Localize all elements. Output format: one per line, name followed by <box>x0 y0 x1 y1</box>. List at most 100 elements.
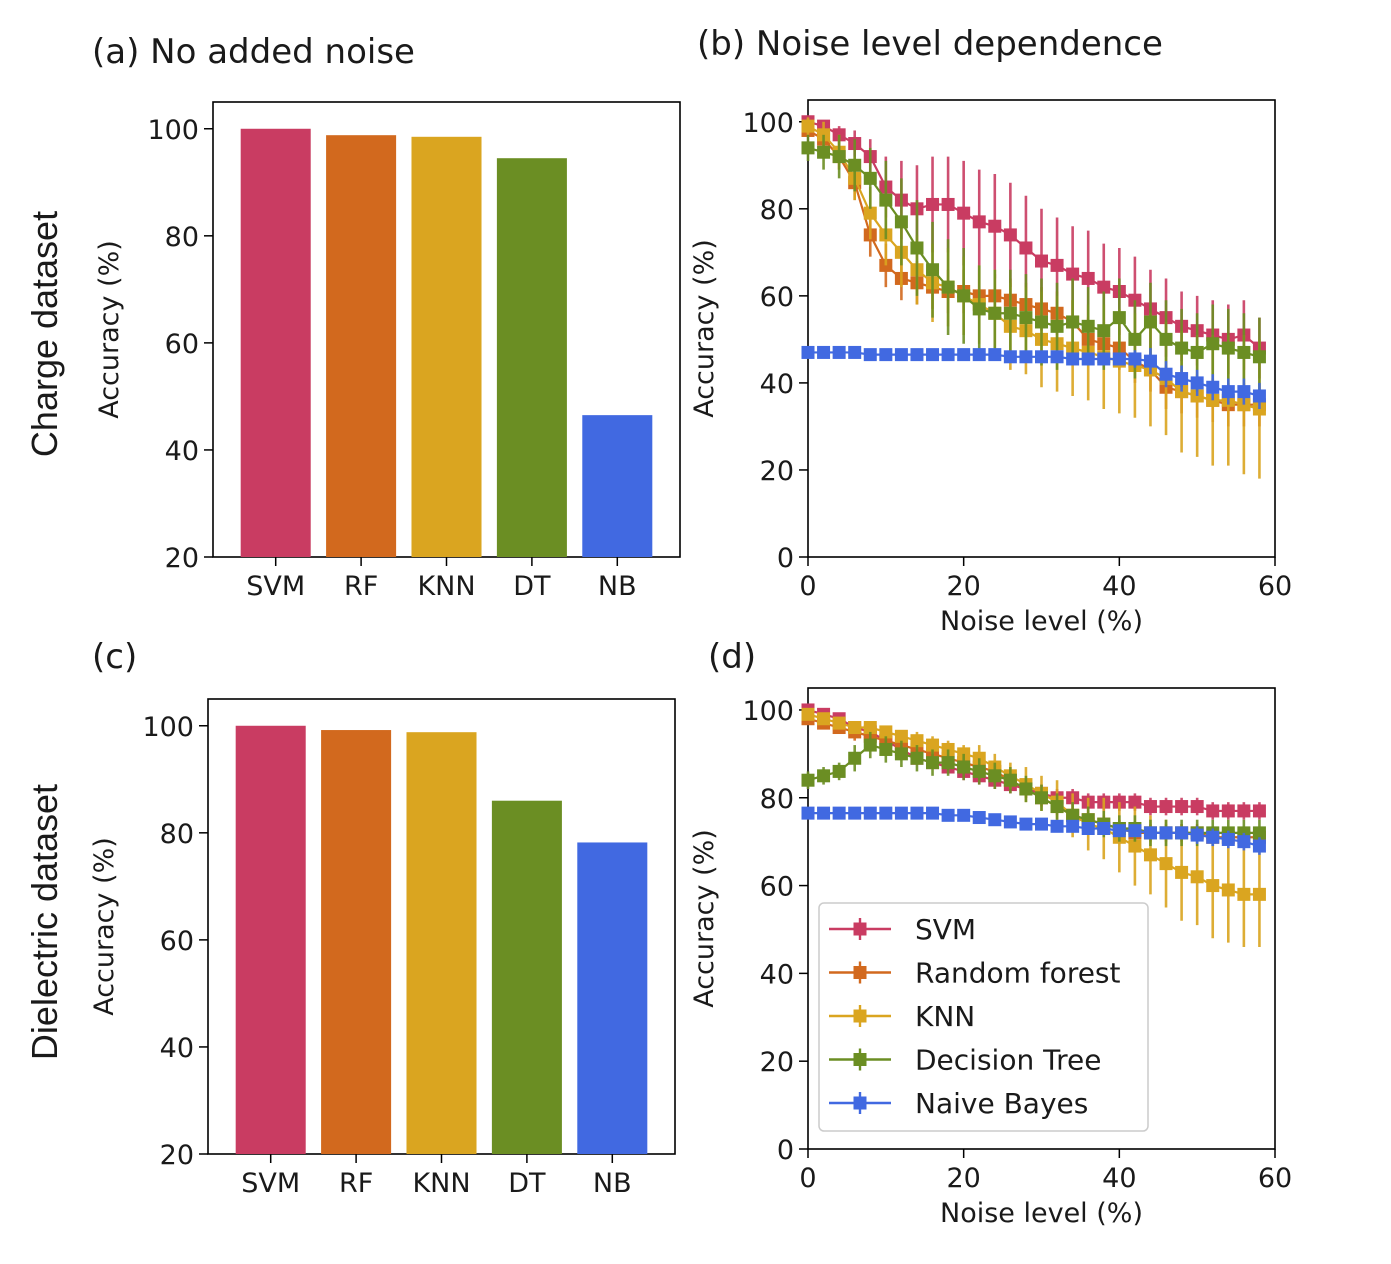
b-data-point <box>1003 228 1017 242</box>
a-xtick-label: KNN <box>417 571 475 602</box>
b-data-point <box>1175 372 1189 386</box>
d-data-point <box>801 773 815 787</box>
legend-marker <box>853 922 867 936</box>
b-data-point <box>1237 385 1251 399</box>
d-ytick-label: 60 <box>760 872 794 903</box>
legend-box <box>818 902 1149 1132</box>
d-data-point <box>1206 879 1220 893</box>
d-data-point <box>1019 817 1033 831</box>
b-data-point <box>1237 345 1251 359</box>
b-data-point <box>1066 267 1080 281</box>
b-data-point <box>1159 367 1173 381</box>
b-axes-frame <box>807 99 1276 558</box>
d-data-point <box>1159 857 1173 871</box>
d-data-point <box>1019 782 1033 796</box>
b-title: (b) Noise level dependence <box>697 24 1163 64</box>
d-data-point <box>894 729 908 743</box>
d-data-point <box>1003 815 1017 829</box>
b-data-point <box>1128 332 1142 346</box>
d-data-point <box>879 725 893 739</box>
b-data-point <box>988 348 1002 362</box>
legend-marker <box>853 966 867 979</box>
row-label-charge: Charge dataset <box>24 211 65 457</box>
d-data-point <box>1237 804 1251 818</box>
b-x-axis-label: Noise level (%) <box>940 606 1143 637</box>
d-data-point <box>926 806 940 820</box>
legend-label: Decision Tree <box>915 1044 1101 1077</box>
b-data-point <box>1112 352 1126 366</box>
c-xtick-label: SVM <box>241 1168 300 1199</box>
b-data-point <box>1252 350 1266 364</box>
c-bar-knn <box>406 732 477 1154</box>
b-data-point <box>1143 354 1157 368</box>
b-data-point <box>1050 350 1064 364</box>
b-data-point <box>1206 380 1220 394</box>
d-series-naive-bayes <box>801 806 1266 855</box>
d-data-point <box>1206 830 1220 844</box>
d-axes-frame <box>807 687 1276 1150</box>
legend-label: SVM <box>915 913 976 946</box>
d-data-point <box>1252 839 1266 853</box>
b-data-point <box>1175 341 1189 355</box>
a-ytick-label: 100 <box>147 115 199 146</box>
b-xtick-label: 60 <box>1258 571 1292 602</box>
b-data-point <box>1190 376 1204 390</box>
b-xtick-label: 40 <box>1102 571 1136 602</box>
d-data-point <box>988 813 1002 827</box>
legend-label: Random forest <box>915 957 1121 990</box>
b-ytick-label: 20 <box>760 456 794 487</box>
b-data-point <box>863 348 877 362</box>
d-data-point <box>957 760 971 774</box>
c-bar-svm <box>235 725 306 1154</box>
d-data-point <box>1159 826 1173 840</box>
c-ytick-label: 40 <box>160 1033 194 1064</box>
legend-marker <box>853 1096 867 1110</box>
d-data-point <box>1252 804 1266 818</box>
b-y-axis-label: Accuracy (%) <box>689 239 720 418</box>
a-bar-nb <box>582 415 653 557</box>
c-y-axis-label: Accuracy (%) <box>89 837 120 1016</box>
d-data-point <box>1143 800 1157 814</box>
b-data-point <box>848 158 862 172</box>
b-data-point <box>879 193 893 207</box>
d-data-point <box>1221 832 1235 846</box>
d-data-point <box>1128 839 1142 853</box>
d-data-point <box>941 756 955 770</box>
d-data-point <box>832 806 846 820</box>
b-data-point <box>926 197 940 211</box>
b-data-point <box>817 145 831 159</box>
a-bar-knn <box>411 136 482 557</box>
panel-c: (c) Accuracy (%) 20 40 60 80 100 SVM RF KNN DT NB <box>89 637 676 1199</box>
b-ytick-label: 60 <box>760 282 794 313</box>
c-xtick-label: RF <box>339 1168 373 1199</box>
d-data-point <box>1128 795 1142 809</box>
b-data-point <box>910 348 924 362</box>
b-data-point <box>1097 352 1111 366</box>
b-series-line <box>807 129 1260 406</box>
d-data-point <box>817 712 831 726</box>
b-data-point <box>1035 350 1048 364</box>
d-data-point <box>1206 804 1220 818</box>
d-data-point <box>1237 835 1251 849</box>
legend-marker <box>853 1009 867 1023</box>
b-data-point <box>1206 337 1220 351</box>
d-data-point <box>801 806 815 820</box>
d-title: (d) <box>708 637 756 677</box>
d-xtick-label: 40 <box>1102 1163 1136 1194</box>
b-data-point <box>926 263 940 277</box>
d-data-point <box>1143 826 1157 840</box>
b-data-point <box>1066 315 1080 329</box>
b-data-point <box>1128 352 1142 366</box>
d-data-point <box>972 764 986 778</box>
d-data-point <box>1159 800 1173 814</box>
d-xtick-label: 20 <box>946 1163 980 1194</box>
b-data-point <box>972 215 986 229</box>
panel-d: (d) Accuracy (%) 0 20 40 60 80 100 0 20 40 60 Noise … <box>689 637 1292 1229</box>
c-title: (c) <box>92 637 137 677</box>
b-data-point <box>988 306 1002 320</box>
a-xtick-label: RF <box>344 571 378 602</box>
b-data-point <box>894 348 908 362</box>
b-data-point <box>1003 350 1017 364</box>
b-ytick-label: 100 <box>742 108 794 139</box>
